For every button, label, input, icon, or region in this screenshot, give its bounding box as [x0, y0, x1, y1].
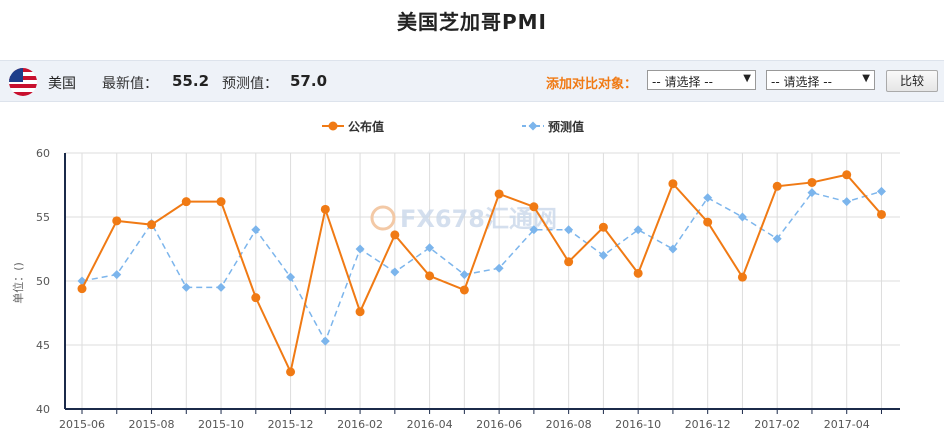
published-point[interactable]: [633, 268, 643, 278]
x-tick-label: 2016-06: [476, 418, 522, 431]
published-point[interactable]: [564, 257, 574, 267]
x-tick-label: 2015-06: [59, 418, 105, 431]
forecast-point[interactable]: [320, 336, 330, 346]
chart-axes: [64, 153, 900, 414]
published-point[interactable]: [876, 209, 886, 219]
compare-select-1-value: -- 请选择 --: [652, 75, 713, 89]
pmi-line-chart: FX678汇通网 40 45 50 55 60 2015-06 2015-08 2015-1…: [11, 119, 900, 431]
chart-series: [77, 170, 886, 377]
compare-label: 添加对比对象：: [546, 77, 638, 92]
x-tick-label: 2015-10: [198, 418, 244, 431]
country-name: 美国: [48, 76, 76, 92]
forecast-point[interactable]: [737, 212, 747, 222]
series-line-0: [81, 173, 883, 375]
published-point[interactable]: [529, 202, 539, 212]
x-tick-label: 2015-12: [268, 418, 314, 431]
legend-marker-diamond-icon: [528, 121, 538, 131]
forecast-point[interactable]: [494, 263, 504, 273]
forecast-point[interactable]: [598, 250, 608, 260]
published-point[interactable]: [251, 293, 261, 303]
forecast-value: 57.0: [290, 72, 328, 90]
compare-select-1[interactable]: -- 请选择 -- ▼: [647, 70, 756, 90]
published-point[interactable]: [772, 181, 782, 191]
forecast-point[interactable]: [286, 272, 296, 282]
y-axis-label: 单位：(): [11, 262, 25, 304]
forecast-point[interactable]: [842, 197, 852, 207]
forecast-point[interactable]: [876, 186, 886, 196]
forecast-point[interactable]: [355, 244, 365, 254]
legend-label: 预测值: [548, 119, 584, 134]
published-point[interactable]: [77, 284, 87, 294]
forecast-point[interactable]: [112, 270, 122, 280]
published-point[interactable]: [842, 170, 852, 180]
published-point[interactable]: [668, 179, 678, 189]
chevron-down-icon: ▼: [862, 73, 870, 84]
forecast-value-label: 预测值：: [222, 76, 278, 92]
legend-item-0[interactable]: 公布值: [322, 119, 384, 134]
y-tick-label: 45: [36, 339, 50, 352]
published-point[interactable]: [147, 220, 157, 230]
forecast-point[interactable]: [564, 225, 574, 235]
x-tick-label: 2016-12: [685, 418, 731, 431]
published-point[interactable]: [703, 217, 713, 227]
compare-button[interactable]: 比较: [886, 70, 938, 92]
forecast-point[interactable]: [251, 225, 261, 235]
forecast-point[interactable]: [633, 225, 643, 235]
published-point[interactable]: [390, 230, 400, 240]
published-point[interactable]: [286, 367, 296, 377]
published-point[interactable]: [598, 222, 608, 232]
forecast-point[interactable]: [425, 243, 435, 253]
published-point[interactable]: [216, 197, 226, 207]
info-bar: 美国 最新值： 55.2 预测值： 57.0 添加对比对象： -- 请选择 --…: [0, 60, 944, 102]
published-point[interactable]: [355, 307, 365, 317]
forecast-point[interactable]: [703, 193, 713, 203]
published-point[interactable]: [181, 197, 191, 207]
x-axis-ticks: 2015-06 2015-08 2015-10 2015-12 2016-02 2016-…: [59, 418, 870, 431]
published-point[interactable]: [425, 271, 435, 281]
forecast-point[interactable]: [181, 282, 191, 292]
forecast-point[interactable]: [772, 234, 782, 244]
x-tick-label: 2016-04: [407, 418, 453, 431]
forecast-point[interactable]: [807, 188, 817, 198]
chevron-down-icon: ▼: [743, 73, 751, 84]
latest-value: 55.2: [172, 72, 210, 90]
y-axis-ticks: 40 45 50 55 60: [36, 147, 50, 416]
legend-marker-circle-icon: [328, 121, 338, 131]
x-tick-label: 2015-08: [129, 418, 175, 431]
x-tick-label: 2016-10: [615, 418, 661, 431]
y-tick-label: 60: [36, 147, 50, 160]
legend-label: 公布值: [348, 119, 384, 134]
legend-item-1[interactable]: 预测值: [522, 119, 584, 134]
published-point[interactable]: [112, 216, 122, 226]
chart-legend[interactable]: 公布值 预测值: [322, 119, 584, 134]
watermark: FX678汇通网: [370, 205, 557, 233]
y-tick-label: 40: [36, 403, 50, 416]
latest-value-label: 最新值：: [102, 76, 158, 92]
published-point[interactable]: [737, 272, 747, 282]
x-tick-label: 2017-04: [824, 418, 870, 431]
chart-grid: [65, 152, 900, 409]
x-tick-label: 2016-08: [546, 418, 592, 431]
compare-select-2[interactable]: -- 请选择 -- ▼: [766, 70, 875, 90]
x-tick-label: 2017-02: [754, 418, 800, 431]
published-point[interactable]: [807, 177, 817, 187]
compare-select-2-value: -- 请选择 --: [771, 75, 832, 89]
page-title: 美国芝加哥PMI: [396, 10, 547, 34]
watermark-logo-icon: [370, 205, 396, 231]
published-point[interactable]: [320, 204, 330, 214]
y-tick-label: 55: [36, 211, 50, 224]
us-flag-icon: [9, 68, 37, 96]
y-tick-label: 50: [36, 275, 50, 288]
forecast-point[interactable]: [529, 225, 539, 235]
forecast-point[interactable]: [459, 270, 469, 280]
published-point[interactable]: [494, 189, 504, 199]
forecast-point[interactable]: [668, 244, 678, 254]
forecast-point[interactable]: [390, 267, 400, 277]
x-tick-label: 2016-02: [337, 418, 383, 431]
forecast-point[interactable]: [216, 282, 226, 292]
published-point[interactable]: [459, 285, 469, 295]
